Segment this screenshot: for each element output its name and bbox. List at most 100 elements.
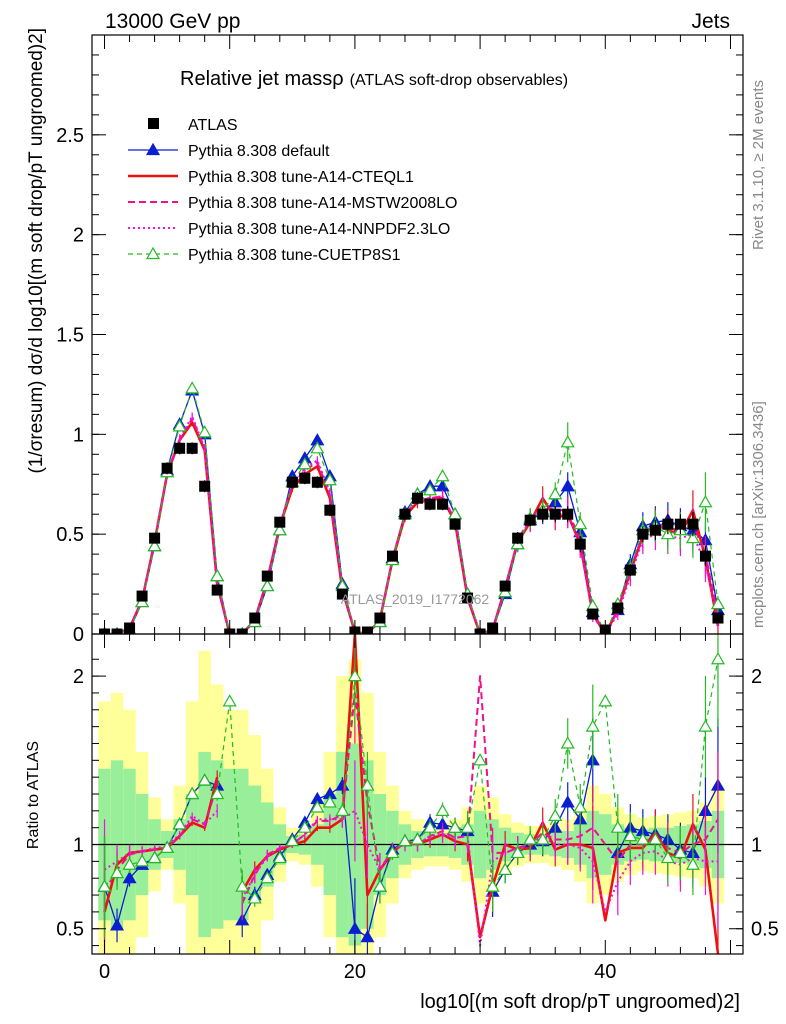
top-series-atlas xyxy=(99,442,724,634)
series-marker xyxy=(498,862,513,875)
series-marker xyxy=(548,808,563,821)
legend-item: Pythia 8.308 tune-A14-MSTW2008LO xyxy=(128,195,457,212)
main-y-axis-label: (1/σresum) dσ/d log10[(m soft drop/pT un… xyxy=(26,28,47,474)
data-point xyxy=(186,442,198,454)
data-point xyxy=(712,612,724,624)
series-marker xyxy=(97,879,112,892)
ratio-y-tick-label-right: 1 xyxy=(751,835,762,857)
series-marker xyxy=(185,786,200,800)
series-marker xyxy=(322,473,337,486)
main-plot: ATLAS_2019_I1772062 0 0.5 1 1.5 2 2.5 Relativ… xyxy=(26,28,744,646)
x-tick-label: 0 xyxy=(99,961,110,983)
series-marker xyxy=(147,850,162,864)
series-marker xyxy=(510,845,525,859)
legend-label: ATLAS xyxy=(188,117,238,134)
series-marker xyxy=(673,845,688,859)
series-marker xyxy=(235,879,250,892)
legend: ATLAS Pythia 8.308 default Pythia 8.308 tu… xyxy=(128,117,457,264)
legend-item: ATLAS xyxy=(148,117,238,134)
series-marker xyxy=(422,820,438,833)
data-point xyxy=(612,602,624,614)
data-point xyxy=(674,518,686,530)
series-marker xyxy=(110,865,125,879)
legend-label: Pythia 8.308 default xyxy=(188,143,330,160)
series-marker xyxy=(185,381,200,394)
data-point xyxy=(324,504,336,516)
data-point xyxy=(236,628,248,634)
data-point xyxy=(624,564,636,576)
data-point xyxy=(386,550,398,562)
series-marker xyxy=(598,694,613,707)
data-point xyxy=(286,476,298,488)
series-marker xyxy=(573,516,588,530)
data-point xyxy=(149,532,161,544)
data-point xyxy=(249,612,261,624)
data-point xyxy=(424,498,436,510)
series-marker xyxy=(297,820,312,833)
series-marker xyxy=(322,795,337,808)
series-marker xyxy=(122,871,137,884)
series-marker xyxy=(110,918,125,931)
data-point xyxy=(574,538,586,550)
data-point xyxy=(374,612,386,624)
series-marker xyxy=(448,820,463,833)
series-marker xyxy=(610,820,625,833)
data-point xyxy=(512,532,524,544)
ratio-y-axis-label: Ratio to ATLAS xyxy=(25,741,42,849)
series-marker xyxy=(360,929,375,943)
data-point xyxy=(549,508,561,520)
series-marker xyxy=(685,857,700,870)
series-line xyxy=(103,634,720,954)
energy-label: 13000 GeV pp xyxy=(105,10,240,33)
watermark: ATLAS_2019_I1772062 xyxy=(341,591,490,607)
series-marker xyxy=(372,879,387,892)
series-marker xyxy=(260,871,275,884)
series-marker xyxy=(310,441,325,454)
series-marker xyxy=(210,568,225,582)
series-line xyxy=(104,415,719,634)
series-marker xyxy=(272,850,287,864)
ratio-y-tick-label: 0.5 xyxy=(56,919,84,941)
legend-marker xyxy=(148,118,159,129)
data-point xyxy=(562,508,574,520)
series-marker xyxy=(473,753,488,766)
x-tick-label: 40 xyxy=(594,961,616,983)
ratio-y-tick-label: 1 xyxy=(73,835,84,857)
x-tick-label: 20 xyxy=(344,961,366,983)
y-tick-label: 0.5 xyxy=(56,524,84,546)
series-marker xyxy=(347,921,362,934)
data-point xyxy=(211,584,223,596)
series-marker xyxy=(523,832,538,845)
y-tick-label: 1 xyxy=(73,424,84,446)
data-point xyxy=(311,476,323,488)
series-marker xyxy=(172,817,187,830)
x-axis-label: log10[(m soft drop/pT ungroomed)2] xyxy=(420,991,740,1013)
data-point xyxy=(336,588,348,600)
series-marker xyxy=(197,773,212,786)
series-marker xyxy=(160,840,175,853)
series-marker xyxy=(710,596,725,610)
legend-label: Pythia 8.308 tune-CUETP8S1 xyxy=(188,247,401,264)
series-marker xyxy=(397,833,413,847)
data-point xyxy=(437,498,449,510)
series-marker xyxy=(560,736,575,749)
category-label: Jets xyxy=(691,10,730,33)
source-site-label: mcplots.cern.ch [arXiv:1306.3436] xyxy=(750,401,767,628)
series-marker xyxy=(172,419,187,432)
data-point xyxy=(462,592,474,604)
series-marker xyxy=(297,457,312,470)
series-marker xyxy=(573,800,588,813)
series-marker xyxy=(698,719,713,732)
y-tick-label: 1.5 xyxy=(56,325,84,347)
data-point xyxy=(412,492,423,504)
rivet-version-label: Rivet 3.1.10, ≥ 2M events xyxy=(750,80,767,250)
series-marker xyxy=(260,578,275,592)
series-marker xyxy=(485,879,500,892)
data-point xyxy=(361,626,373,634)
legend-item: Pythia 8.308 tune-A14-NNPDF2.3LO xyxy=(128,221,450,238)
series-marker xyxy=(222,694,237,707)
series-marker xyxy=(410,832,425,845)
series-marker xyxy=(197,425,212,438)
y-tick-label: 2.5 xyxy=(56,125,84,147)
